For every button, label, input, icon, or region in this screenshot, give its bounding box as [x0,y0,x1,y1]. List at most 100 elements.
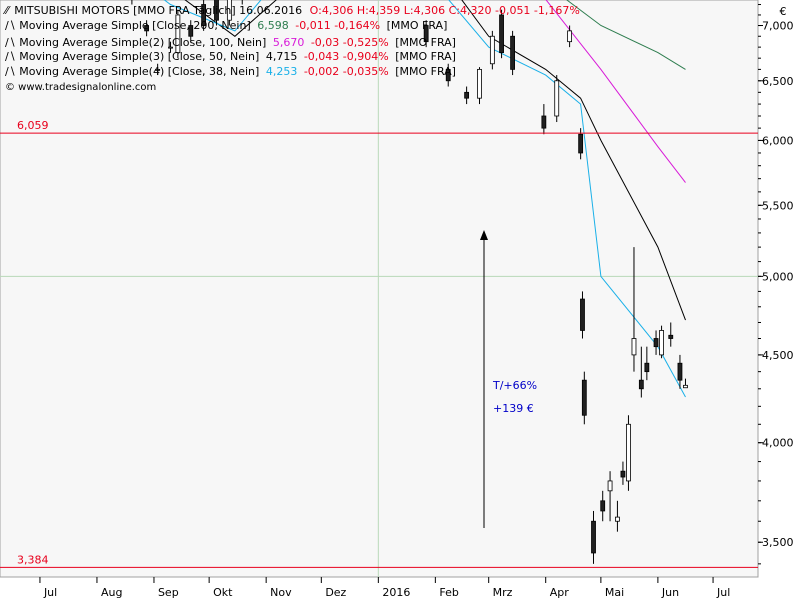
y-axis: 8,5008,0007,5007,0006,5006,0005,5005,000… [758,4,794,565]
legend-label-ma50: Moving Average Simple(3) [Close, 50, Nei… [19,50,259,63]
legend-line-icon: ∕∖ [5,65,16,78]
candle-down [510,35,515,70]
indicator-legend: ∕∖ Moving Average Simple [Close, 200, Ne… [5,19,456,93]
currency-label: € [780,5,787,18]
legend-line-icon: ∕∖ [5,19,16,32]
y-tick-label: 4,000 [762,437,794,450]
candle-up [226,0,232,21]
y-tick-label: 7,000 [762,20,794,33]
legend-change-ma100: -0,03 -0,525% [311,36,389,49]
candle-down [464,91,470,99]
legend-value-ma38: 4,253 [266,65,298,78]
annotation-pct: T/+66% [492,379,537,392]
y-tick-label: 5,000 [762,270,794,283]
candle-down [214,0,219,21]
candle-down [541,115,547,129]
legend-row-ma100[interactable]: ∕∖ Moving Average Simple(2) [Close, 100,… [5,36,456,49]
grid-layer [0,0,758,577]
candle-down [188,25,194,37]
legend-value-ma100: 5,670 [273,36,305,49]
legend-row-ma38[interactable]: ∕∖ Moving Average Simple(4) [Close, 38, … [5,65,456,78]
legend-label-ma100: Moving Average Simple(2) [Close, 100, Ne… [19,36,266,49]
x-tick-label: Jul [716,586,730,599]
header-arrow-icon: ⁄⁄ [2,4,11,17]
x-tick-label: Dez [325,586,346,599]
legend-source-ma38: [MMO FRA] [395,65,456,78]
chart-header: ⁄⁄ MITSUBISHI MOTORS [MMO FRA Täglich] 1… [2,4,580,17]
candle-up [607,480,613,492]
level-layer: 6,059 3,384 [0,119,758,568]
x-tick-label: Sep [158,586,179,599]
legend-value-ma50: 4,715 [266,50,298,63]
annotation-abs: +139 € [493,402,534,415]
ma-line-1 [566,0,686,70]
y-tick-label: 6,500 [762,75,794,88]
x-tick-label: 2016 [382,586,410,599]
candle-down [677,362,683,381]
legend-change-ma50: -0,043 -0,904% [304,50,389,63]
legend-source-ma200: [MMO FRA] [387,19,448,32]
y-tick-label: 4,500 [762,349,794,362]
ma-line-2 [545,0,686,183]
candle-up [567,30,573,43]
level-label: 3,384 [17,553,49,566]
legend-row-ma50[interactable]: ∕∖ Moving Average Simple(3) [Close, 50, … [5,50,456,63]
candle-up [659,330,664,356]
candle-up [554,80,560,117]
x-tick-label: Feb [439,586,458,599]
x-tick-label: Nov [270,586,292,599]
header-instrument: MITSUBISHI MOTORS [MMO FRA Täglich] 16.0… [14,4,302,17]
rally-arrow-head [480,230,488,240]
candle-up [477,68,482,99]
legend-change-ma200: -0,011 -0,164% [295,19,380,32]
candle-up [615,516,620,522]
candle-down [201,4,207,26]
header-ohlc: O:4,306 H:4,359 L:4,306 C:4,320 -0,051 -… [310,4,580,17]
candle-down [644,362,650,373]
legend-label-ma38: Moving Average Simple(4) [Close, 38, Nei… [19,65,259,78]
candle-down [653,338,659,348]
candle-up [489,35,495,65]
candle-down [423,25,429,43]
candle-down [591,520,596,554]
x-tick-label: Jul [43,586,57,599]
legend-line-icon: ∕∖ [5,50,16,63]
x-tick-label: Mai [605,586,624,599]
candle-up [155,68,161,71]
legend-change-ma38: -0,002 -0,035% [304,65,389,78]
candle-down [144,25,150,32]
x-tick-label: Mrz [493,586,513,599]
y-tick-label: 5,500 [762,199,794,212]
ma-line-4 [163,0,686,398]
candle-down [445,68,451,82]
candle-layer [131,0,688,564]
legend-source-ma100: [MMO FRA] [395,36,456,49]
candle-up [631,338,637,356]
x-axis: Jul Aug Sep Okt Nov Dez 2016 Feb Mrz Apr Mai Jun Jul [39,577,730,599]
legend-row-ma200[interactable]: ∕∖ Moving Average Simple [Close, 200, Ne… [5,19,447,32]
x-tick-label: Aug [101,586,122,599]
y-tick-label: 6,000 [762,134,794,147]
candle-down [499,14,504,54]
plot-area [0,0,759,578]
candle-up [626,423,631,482]
x-tick-label: Apr [550,586,570,599]
watermark: © www.tradesignalonline.com [5,82,156,93]
y-tick-label: 3,500 [762,536,794,549]
header-line: ⁄⁄ MITSUBISHI MOTORS [MMO FRA Täglich] 1… [2,4,580,17]
legend-source-ma50: [MMO FRA] [395,50,456,63]
candle-down [668,334,674,339]
level-label: 6,059 [17,119,49,132]
candle-down [581,379,587,416]
candle-down [578,133,584,154]
x-tick-label: Okt [213,586,233,599]
legend-value-ma200: 6,598 [257,19,289,32]
x-tick-label: Jun [661,586,679,599]
legend-line-icon: ∕∖ [5,36,16,49]
candle-down [600,500,606,512]
candle-down [620,470,626,478]
candle-up [175,14,181,54]
candle-up [168,46,173,49]
legend-label-ma200: Moving Average Simple [Close, 200, Nein] [19,19,251,32]
